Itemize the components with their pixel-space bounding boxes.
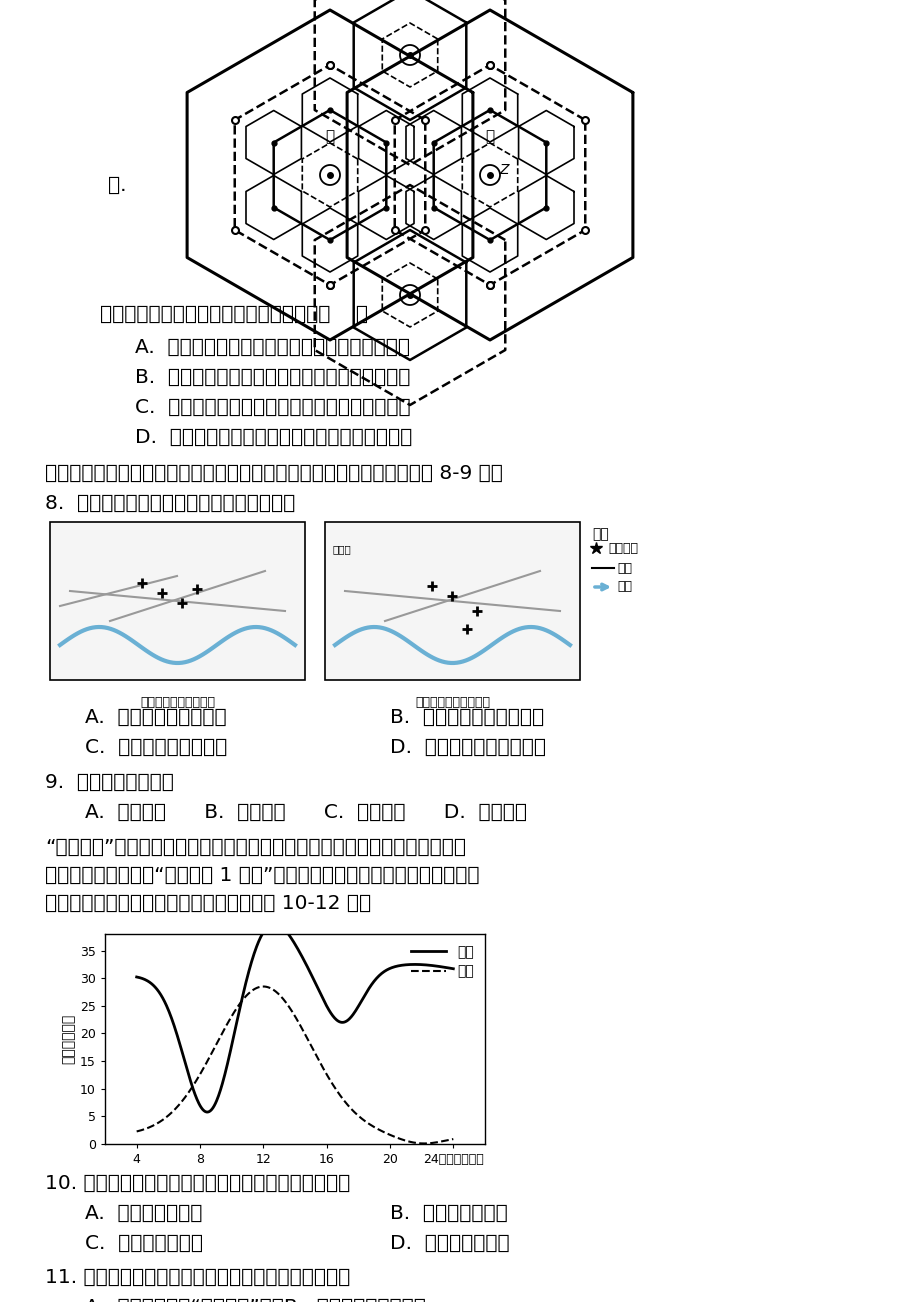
Text: 周六人口重心移动轨迹: 周六人口重心移动轨迹: [140, 697, 215, 710]
乙地: [448, 1131, 459, 1147]
甲地: [391, 958, 403, 974]
甲地: [441, 960, 452, 975]
Text: 下列商业部门与图中中心地对应正确的是（    ）: 下列商业部门与图中中心地对应正确的是（ ）: [100, 305, 368, 324]
乙地: [418, 1135, 429, 1151]
Text: A.  甲为普通饭店、乙为小吃店、丙为五星级酒店: A. 甲为普通饭店、乙为小吃店、丙为五星级酒店: [135, 339, 410, 357]
Text: A.  工业区和住宅区: A. 工业区和住宅区: [85, 1204, 202, 1223]
Text: 10. 图中甲、乙曲线所代表的分布地，分别为城市中的: 10. 图中甲、乙曲线所代表的分布地，分别为城市中的: [45, 1174, 350, 1193]
乙地: [258, 979, 269, 995]
甲地: [131, 969, 142, 984]
Text: Z: Z: [499, 163, 508, 177]
Text: 人口重心: 人口重心: [607, 542, 637, 555]
Text: 下图为我国某特大城市周末和工作日人口重心移动轨迹示意图。完成下列 8-9 题。: 下图为我国某特大城市周末和工作日人口重心移动轨迹示意图。完成下列 8-9 题。: [45, 464, 503, 483]
甲地: [321, 997, 332, 1013]
Text: B.  住宅区和商业区: B. 住宅区和商业区: [390, 1204, 507, 1223]
Text: 周一人口重心移动轨迹: 周一人口重心移动轨迹: [414, 697, 490, 710]
Text: 河流: 河流: [617, 581, 631, 594]
乙地: [320, 1065, 331, 1081]
乙地: [131, 1124, 142, 1139]
Line: 甲地: 甲地: [137, 923, 453, 1112]
Text: 题.: 题.: [108, 176, 127, 194]
Line: 乙地: 乙地: [137, 987, 453, 1143]
乙地: [441, 1133, 452, 1148]
Text: B.  甲为小吃店、乙为五星级酒店、丙为普通饭店: B. 甲为小吃店、乙为五星级酒店、丙为普通饭店: [135, 368, 410, 387]
Text: “绿色出行”新理念已为我国许多城市市民所接受，共享单车是城市公共交通的: “绿色出行”新理念已为我国许多城市市民所接受，共享单车是城市公共交通的: [45, 838, 466, 857]
乙地: [391, 1130, 402, 1146]
甲地: [303, 962, 314, 978]
甲地: [284, 928, 295, 944]
Text: 正确云: 正确云: [333, 544, 351, 553]
Text: 道路: 道路: [617, 561, 631, 574]
乙地: [284, 1000, 295, 1016]
甲地: [268, 915, 279, 931]
Text: D.  行政区位于河流的东侧: D. 行政区位于河流的东侧: [390, 738, 545, 756]
乙地: [282, 997, 293, 1013]
Text: 8.  有关该城市功能区布局的说法，正确的是: 8. 有关该城市功能区布局的说法，正确的是: [45, 493, 295, 513]
Text: D.  甲为五星级酒店、乙为小吃店、丙为普通饭店: D. 甲为五星级酒店、乙为小吃店、丙为普通饭店: [135, 428, 412, 447]
Text: 甲: 甲: [485, 129, 494, 145]
Text: 内: 内: [325, 129, 335, 145]
甲地: [201, 1104, 212, 1120]
Legend: 甲地, 乙地: 甲地, 乙地: [407, 941, 478, 983]
乙地: [302, 1034, 313, 1049]
Bar: [324, 522, 579, 680]
Text: A.  就业困难      B.  地租昂贵      C.  生态破坏      D.  交通拥堵: A. 就业困难 B. 地租昂贵 C. 生态破坏 D. 交通拥堵: [85, 803, 527, 822]
Bar: [50, 522, 305, 680]
Text: C.  商业区和仓储区: C. 商业区和仓储区: [85, 1234, 203, 1253]
Text: A.  无污染，符合“绿色出行”理念B.  体积小、可随意停放: A. 无污染，符合“绿色出行”理念B. 体积小、可随意停放: [85, 1298, 425, 1302]
甲地: [282, 926, 293, 941]
Text: C.  甲为小吃店、乙为普通饭店、丙为五星级酒店: C. 甲为小吃店、乙为普通饭店、丙为五星级酒店: [135, 398, 410, 417]
Text: B.  居住区主要位于市中心: B. 居住区主要位于市中心: [390, 708, 543, 727]
Text: 组成部分，重点解决“公交最后 1 公里”的问题。下图为某城市一天中共享单车: 组成部分，重点解决“公交最后 1 公里”的问题。下图为某城市一天中共享单车: [45, 866, 479, 885]
Text: 11. 共享单车作为城市交通的组成部分，具有的优势是: 11. 共享单车作为城市交通的组成部分，具有的优势是: [45, 1268, 350, 1286]
甲地: [448, 961, 459, 976]
Y-axis label: 自行车（辆）: 自行车（辆）: [62, 1014, 76, 1064]
Text: 9.  图中的现象会引起: 9. 图中的现象会引起: [45, 773, 174, 792]
Text: D.  市政区和园林区: D. 市政区和园林区: [390, 1234, 509, 1253]
Text: A.  工业区布局相对偏东: A. 工业区布局相对偏东: [85, 708, 226, 727]
Text: 在不同区域的停车数量统计图。据此完成下 10-12 题。: 在不同区域的停车数量统计图。据此完成下 10-12 题。: [45, 894, 370, 913]
Text: C.  商业区布局相对偏东: C. 商业区布局相对偏东: [85, 738, 227, 756]
Text: 图例: 图例: [591, 527, 608, 542]
